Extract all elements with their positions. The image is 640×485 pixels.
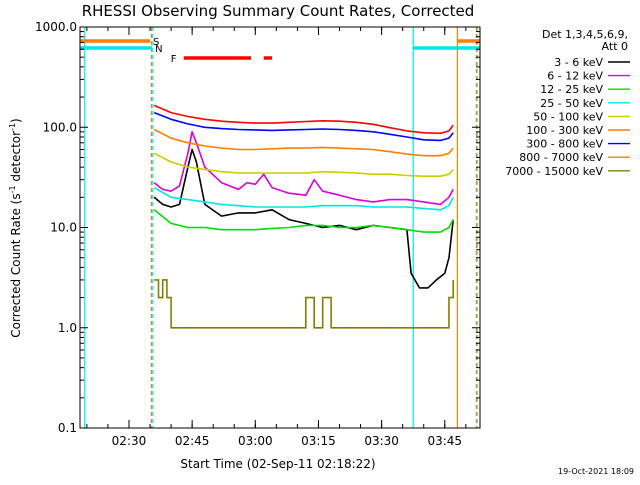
x-tick-label: 03:45 bbox=[427, 434, 462, 448]
legend-entry-label: 7000 - 15000 keV bbox=[505, 165, 603, 178]
legend-entry-label: 300 - 800 keV bbox=[526, 138, 603, 151]
series-line-3 bbox=[153, 186, 454, 211]
series-line-1 bbox=[153, 131, 454, 206]
series-line-2 bbox=[153, 209, 454, 233]
chart-title: RHESSI Observing Summary Count Rates, Co… bbox=[82, 2, 475, 20]
series-line-0 bbox=[153, 148, 454, 289]
y-tick-label: 1.0 bbox=[58, 321, 77, 335]
y-tick-label: 10.0 bbox=[50, 221, 77, 235]
series-line-4 bbox=[153, 152, 454, 177]
legend-entry-label: 3 - 6 keV bbox=[554, 56, 603, 69]
series-line-6 bbox=[153, 111, 454, 142]
legend-entry-label: 50 - 100 keV bbox=[533, 110, 603, 123]
flag-label-night: N bbox=[155, 44, 162, 55]
x-tick-label: 02:45 bbox=[175, 434, 210, 448]
legend-entry-label: 12 - 25 keV bbox=[540, 83, 603, 96]
series-line-5 bbox=[153, 128, 454, 157]
y-tick-label: 0.1 bbox=[58, 421, 77, 435]
legend-entry-label: 25 - 50 keV bbox=[540, 97, 603, 110]
x-tick-label: 03:15 bbox=[301, 434, 336, 448]
legend-entry-label: 6 - 12 keV bbox=[547, 70, 603, 83]
x-tick-label: 02:30 bbox=[112, 434, 147, 448]
legend-header-detectors: Det 1,3,4,5,6,9, bbox=[542, 28, 628, 41]
x-axis-label: Start Time (02-Sep-11 02:18:22) bbox=[180, 457, 375, 471]
legend-entry-label: 100 - 300 keV bbox=[526, 124, 603, 137]
x-tick-label: 03:00 bbox=[238, 434, 273, 448]
x-tick-label: 03:30 bbox=[364, 434, 399, 448]
series-line-8 bbox=[154, 279, 454, 329]
y-axis-label: Corrected Count Rate (s-1 detector-1) bbox=[8, 118, 23, 337]
legend-header-attenuator: Att 0 bbox=[602, 40, 628, 53]
y-tick-label: 1000.0 bbox=[35, 20, 77, 34]
flag-label-flare: F bbox=[171, 54, 177, 65]
y-tick-label: 100.0 bbox=[43, 120, 77, 134]
generation-timestamp: 19-Oct-2021 18:09 bbox=[558, 467, 634, 476]
legend-entry-label: 800 - 7000 keV bbox=[519, 151, 603, 164]
flag-label-saa: S bbox=[153, 37, 159, 48]
series-line-7 bbox=[153, 104, 454, 135]
